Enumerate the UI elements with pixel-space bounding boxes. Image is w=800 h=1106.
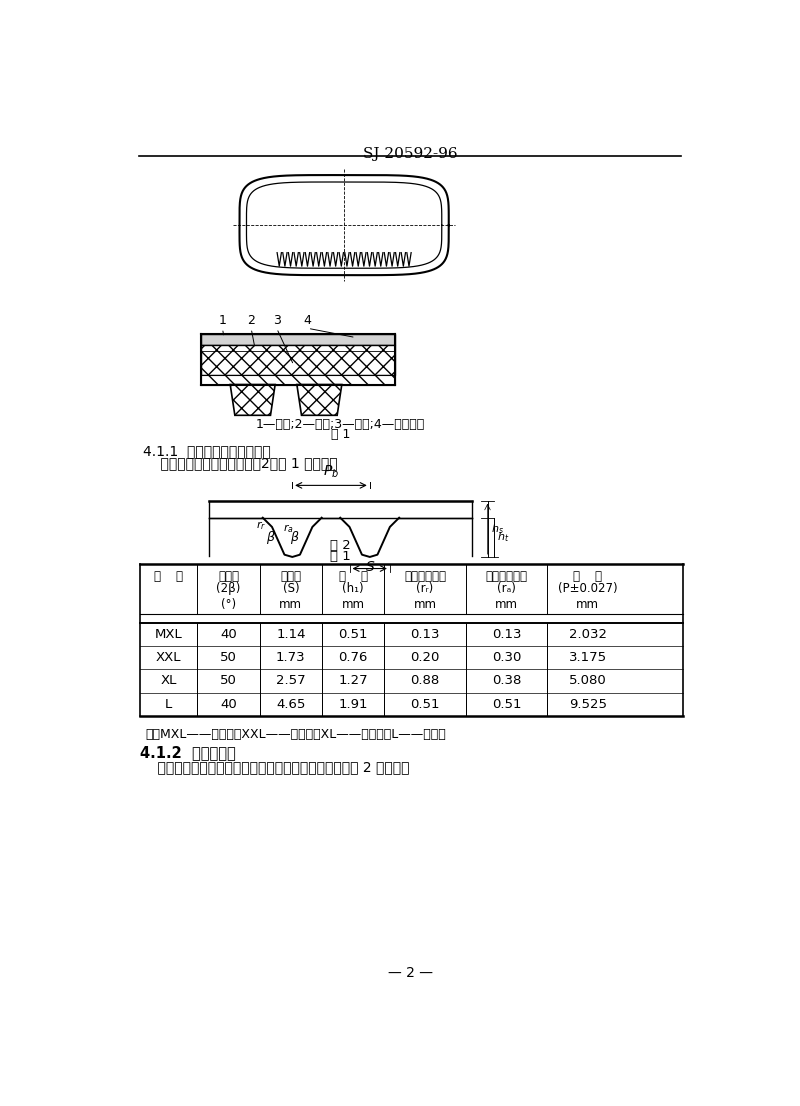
Text: 4: 4 [304, 314, 312, 326]
Text: 1.73: 1.73 [276, 651, 306, 665]
Text: 图 1: 图 1 [330, 428, 350, 441]
Text: mm: mm [342, 598, 365, 611]
Text: (P±0.027): (P±0.027) [558, 583, 618, 595]
Text: 0.13: 0.13 [492, 628, 522, 641]
Text: 0.38: 0.38 [492, 675, 521, 688]
Text: 0.13: 0.13 [410, 628, 440, 641]
Text: 4.1.2  同步带长度: 4.1.2 同步带长度 [140, 744, 236, 760]
Text: 齿顶圆角半径: 齿顶圆角半径 [486, 570, 527, 583]
Text: $P_b$: $P_b$ [323, 463, 339, 480]
Text: 2.032: 2.032 [569, 628, 607, 641]
Text: $h_s$: $h_s$ [490, 522, 503, 535]
Text: $S$: $S$ [365, 560, 375, 574]
Text: 4.65: 4.65 [276, 698, 306, 710]
Text: 注：MXL——最轻型，XXL——超轻型，XL——特轻型，L——轻型。: 注：MXL——最轻型，XXL——超轻型，XL——特轻型，L——轻型。 [145, 728, 446, 741]
Text: 2.57: 2.57 [276, 675, 306, 688]
Text: $\beta$: $\beta$ [290, 530, 300, 546]
Text: 齿形角: 齿形角 [218, 570, 239, 583]
Text: 图 2: 图 2 [330, 540, 350, 552]
Text: (h₁): (h₁) [342, 583, 364, 595]
Text: mm: mm [576, 598, 599, 611]
Text: 4.1.1  同步带节距及带齿尺寸: 4.1.1 同步带节距及带齿尺寸 [142, 444, 270, 458]
Text: 同步带长度以节线长表示，其基本尺寸及极限偏差按表 2 的规定。: 同步带长度以节线长表示，其基本尺寸及极限偏差按表 2 的规定。 [140, 760, 410, 774]
Polygon shape [201, 334, 394, 345]
Text: 0.51: 0.51 [492, 698, 522, 710]
Text: 1: 1 [218, 314, 226, 326]
Text: 同步带节距及带齿尺寸按图2、表 1 的规定。: 同步带节距及带齿尺寸按图2、表 1 的规定。 [142, 456, 338, 470]
Text: 齿根厘: 齿根厘 [280, 570, 302, 583]
Text: 40: 40 [220, 628, 237, 641]
Text: 齿    高: 齿 高 [338, 570, 368, 583]
Text: 0.51: 0.51 [410, 698, 440, 710]
Text: (2β): (2β) [216, 583, 241, 595]
Text: 表 1: 表 1 [330, 550, 350, 563]
Text: 齿根圆角半径: 齿根圆角半径 [404, 570, 446, 583]
Text: (rₐ): (rₐ) [497, 583, 516, 595]
Text: 2: 2 [247, 314, 255, 326]
Text: 5.080: 5.080 [569, 675, 606, 688]
Text: mm: mm [495, 598, 518, 611]
Polygon shape [297, 385, 342, 416]
Text: 0.30: 0.30 [492, 651, 521, 665]
Text: mm: mm [279, 598, 302, 611]
Text: 9.525: 9.525 [569, 698, 607, 710]
Text: 0.88: 0.88 [410, 675, 440, 688]
Text: 型    号: 型 号 [154, 570, 183, 583]
Text: 1.91: 1.91 [338, 698, 368, 710]
Text: $h_t$: $h_t$ [497, 531, 509, 544]
Text: 3: 3 [273, 314, 281, 326]
Text: 0.76: 0.76 [338, 651, 368, 665]
Text: 1.27: 1.27 [338, 675, 368, 688]
Text: XXL: XXL [156, 651, 182, 665]
Text: 50: 50 [220, 675, 237, 688]
Text: — 2 —: — 2 — [387, 966, 433, 980]
Text: MXL: MXL [155, 628, 182, 641]
Text: SJ 20592-96: SJ 20592-96 [362, 147, 458, 160]
Text: 节    距: 节 距 [574, 570, 602, 583]
Text: (S): (S) [282, 583, 299, 595]
Text: XL: XL [161, 675, 177, 688]
Text: 40: 40 [220, 698, 237, 710]
Text: L: L [165, 698, 173, 710]
Polygon shape [201, 375, 394, 385]
Text: (rᵣ): (rᵣ) [417, 583, 434, 595]
Text: 0.20: 0.20 [410, 651, 440, 665]
Text: (°): (°) [221, 598, 236, 611]
Text: 1.14: 1.14 [276, 628, 306, 641]
Text: 50: 50 [220, 651, 237, 665]
Polygon shape [230, 385, 275, 416]
Text: $r_r$: $r_r$ [256, 519, 266, 532]
Text: $\beta$: $\beta$ [266, 530, 275, 546]
Text: 0.51: 0.51 [338, 628, 368, 641]
Polygon shape [201, 345, 394, 375]
Text: 3.175: 3.175 [569, 651, 607, 665]
Text: mm: mm [414, 598, 437, 611]
Text: $r_a$: $r_a$ [283, 522, 294, 535]
Text: 1—背胶;2—芚绳;3—齿胶;4—齿面包布: 1—背胶;2—芚绳;3—齿胶;4—齿面包布 [256, 418, 425, 430]
